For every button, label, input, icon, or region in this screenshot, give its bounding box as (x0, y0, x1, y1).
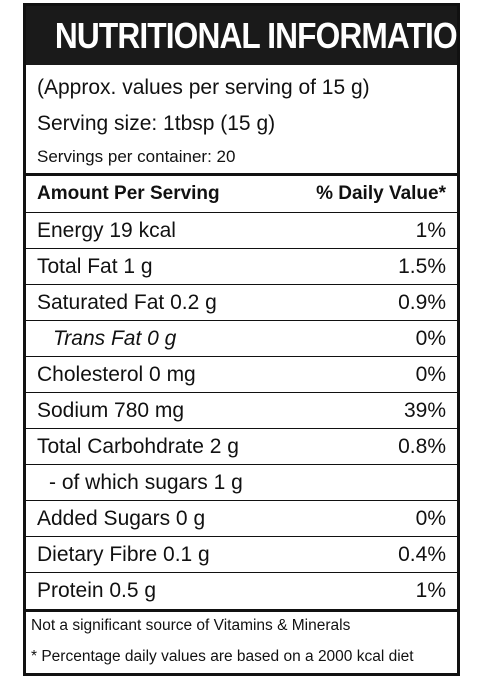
nutrient-row-trans-fat: Trans Fat 0 g 0% (26, 320, 457, 356)
nutrient-label: Cholesterol 0 mg (37, 363, 196, 386)
nutrient-row-energy: Energy 19 kcal 1% (26, 212, 457, 248)
divider-thick (26, 609, 457, 612)
nutrient-label: Protein 0.5 g (37, 579, 157, 602)
nutrient-row-total-carbohydrate: Total Carbohdrate 2 g 0.8% (26, 428, 457, 464)
nutrient-value: 1% (415, 219, 446, 242)
nutrient-label: Total Fat 1 g (37, 255, 153, 278)
nutrient-label: Added Sugars 0 g (37, 507, 206, 530)
footnote-text: Not a significant source of Vitamins & M… (31, 617, 351, 634)
amount-per-serving-header: Amount Per Serving (37, 183, 220, 204)
nutrient-label: - of which sugars 1 g (49, 471, 243, 494)
footnote-text: * Percentage daily values are based on a… (31, 648, 414, 665)
approx-values-text: (Approx. values per serving of 15 g) (37, 76, 370, 99)
nutrient-value: 0% (415, 363, 446, 386)
servings-per-container-text: Servings per container: 20 (37, 147, 236, 166)
nutrient-row-dietary-fibre: Dietary Fibre 0.1 g 0.4% (26, 536, 457, 572)
nutrient-value: 0% (415, 327, 446, 350)
nutrient-label: Dietary Fibre 0.1 g (37, 543, 210, 566)
nutrition-label: NUTRITIONAL INFORMATION (Approx. values … (23, 3, 460, 676)
nutrient-label: Total Carbohdrate 2 g (37, 435, 239, 458)
nutrient-value: 0.9% (398, 291, 446, 314)
nutrient-row-cholesterol: Cholesterol 0 mg 0% (26, 356, 457, 392)
nutrient-row-sodium: Sodium 780 mg 39% (26, 392, 457, 428)
label-title: NUTRITIONAL INFORMATION (26, 6, 457, 65)
nutrient-value: 1% (415, 579, 446, 602)
nutrient-row-total-fat: Total Fat 1 g 1.5% (26, 248, 457, 284)
divider-thick (26, 173, 457, 176)
nutrient-value: 0% (415, 507, 446, 530)
nutrient-label: Trans Fat 0 g (53, 327, 177, 350)
nutrient-value: 0.4% (398, 543, 446, 566)
nutrient-row-protein: Protein 0.5 g 1% (26, 572, 457, 608)
label-title-text: NUTRITIONAL INFORMATION (54, 15, 457, 56)
serving-size-text: Serving size: 1tbsp (15 g) (37, 112, 276, 135)
table-header: Amount Per Serving % Daily Value* (26, 176, 457, 212)
daily-value-header: % Daily Value* (316, 183, 446, 204)
nutrient-label: Saturated Fat 0.2 g (37, 291, 217, 314)
nutrient-row-sugars: - of which sugars 1 g (26, 464, 457, 500)
nutrient-row-saturated-fat: Saturated Fat 0.2 g 0.9% (26, 284, 457, 320)
serving-info: (Approx. values per serving of 15 g) Ser… (26, 65, 457, 173)
nutrient-row-added-sugars: Added Sugars 0 g 0% (26, 500, 457, 536)
nutrient-value: 39% (403, 399, 446, 422)
nutrient-value: 0.8% (398, 435, 446, 458)
nutrient-value: 1.5% (398, 255, 446, 278)
nutrient-label: Energy 19 kcal (37, 219, 176, 242)
nutrient-label: Sodium 780 mg (37, 399, 185, 422)
